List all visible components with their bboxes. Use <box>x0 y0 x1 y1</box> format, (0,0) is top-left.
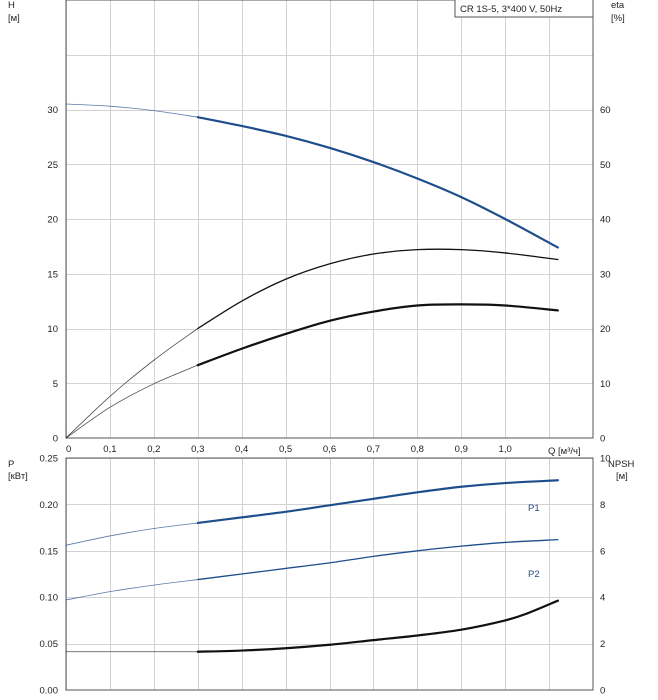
npsh-tick-label: 10 <box>600 454 611 465</box>
upper-plot-frame <box>65 0 594 439</box>
y-left-tick-label: 15 <box>47 269 58 280</box>
y-left-label-line1: H <box>8 0 15 11</box>
p-tick-label: 0.00 <box>40 686 59 697</box>
y-left-tick-label: 10 <box>47 324 58 335</box>
p-tick-label: 0.10 <box>40 593 59 604</box>
efficiency-curve <box>196 303 559 367</box>
head-efficiency-curve-extrapolated <box>65 328 198 439</box>
y-left-tick-label: 30 <box>47 105 58 116</box>
power-npsh-chart: 0.00 0.05 0.10 0.15 0.20 0.25 0 2 4 6 8 10 P [кВт]… <box>8 454 635 697</box>
head-efficiency-chart: 0 5 10 15 20 25 30 0 10 20 30 40 50 60 0 0,1 0,2 0,3 0,4… <box>8 0 625 457</box>
npsh-tick-label: 8 <box>600 500 605 511</box>
y-left-tick-label: 0 <box>53 434 58 445</box>
y-left-tick-label: 20 <box>47 215 58 226</box>
y-left-tick-label: 25 <box>47 160 58 171</box>
y-right-tick-label: 0 <box>600 434 605 445</box>
p-label-line1: P <box>8 459 14 470</box>
x-tick-label: 0,1 <box>103 444 116 455</box>
head-efficiency-curve <box>197 248 559 330</box>
x-tick-label: 0,4 <box>235 444 248 455</box>
p-label-line2: [кВт] <box>8 471 28 482</box>
efficiency-curve-extrapolated <box>65 364 198 439</box>
p1-series-label: P1 <box>528 503 540 514</box>
x-tick-label: 0,7 <box>367 444 380 455</box>
y-right-tick-label: 30 <box>600 269 611 280</box>
x-tick-label: 0,6 <box>323 444 336 455</box>
x-tick-label: 0,5 <box>279 444 292 455</box>
p-tick-label: 0.15 <box>40 546 59 557</box>
npsh-curve <box>196 599 559 653</box>
npsh-tick-label: 0 <box>600 686 605 697</box>
npsh-tick-label: 4 <box>600 593 605 604</box>
x-tick-label: 0,9 <box>455 444 468 455</box>
p-tick-label: 0.25 <box>40 454 59 465</box>
y-right-tick-label: 20 <box>600 324 611 335</box>
p-tick-label: 0.05 <box>40 639 59 650</box>
x-tick-label: 1,0 <box>499 444 512 455</box>
head-curve-extrapolated <box>65 103 198 118</box>
npsh-tick-label: 6 <box>600 546 605 557</box>
legend-box: CR 1S-5, 3*400 V, 50Hz <box>454 0 594 18</box>
y-right-tick-label: 10 <box>600 379 611 390</box>
p2-curve <box>197 539 559 581</box>
x-tick-label: 0,2 <box>147 444 160 455</box>
x-tick-label: 0 <box>66 444 71 455</box>
y-right-tick-label: 60 <box>600 105 611 116</box>
x-tick-label: 0,8 <box>411 444 424 455</box>
legend-label: CR 1S-5, 3*400 V, 50Hz <box>460 4 562 15</box>
y-left-tick-label: 5 <box>53 379 58 390</box>
npsh-label-line2: [м] <box>616 471 628 482</box>
p-tick-label: 0.20 <box>40 500 59 511</box>
npsh-tick-label: 2 <box>600 639 605 650</box>
head-curve <box>196 116 559 249</box>
x-axis-label: Q [м³/ч] <box>548 446 581 457</box>
p2-curve-extrapolated <box>65 579 198 601</box>
p1-curve <box>196 479 559 525</box>
y-left-label-line2: [м] <box>8 13 20 24</box>
npsh-label-line1: NPSH <box>608 459 635 470</box>
y-right-tick-label: 40 <box>600 215 611 226</box>
lower-plot-frame <box>65 457 594 691</box>
y-right-label-line1: eta <box>611 0 625 11</box>
p2-series-label: P2 <box>528 569 540 580</box>
x-tick-label: 0,3 <box>191 444 204 455</box>
y-right-label-line2: [%] <box>611 13 625 24</box>
p1-curve-extrapolated <box>65 522 198 546</box>
y-right-tick-label: 50 <box>600 160 611 171</box>
